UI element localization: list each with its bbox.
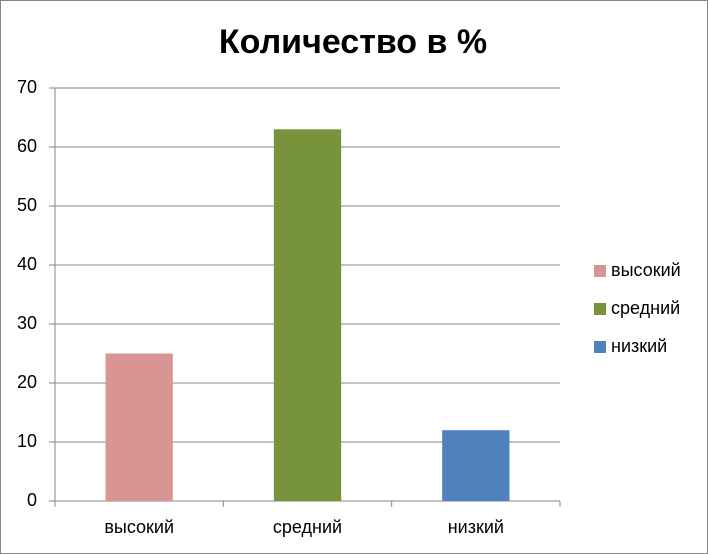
legend-swatch xyxy=(594,265,606,277)
legend-label: низкий xyxy=(611,336,667,356)
y-tick-label: 60 xyxy=(17,136,37,156)
y-tick-label: 0 xyxy=(27,490,37,510)
bar xyxy=(105,353,173,501)
legend-label: высокий xyxy=(611,260,681,280)
legend-swatch xyxy=(594,303,606,315)
chart-title: Количество в % xyxy=(219,23,487,61)
y-tick-label: 40 xyxy=(17,254,37,274)
x-tick-label: средний xyxy=(273,517,342,537)
x-tick-label: высокий xyxy=(104,517,174,537)
y-tick-label: 50 xyxy=(17,195,37,215)
bar xyxy=(442,430,510,501)
x-tick-label: низкий xyxy=(448,517,504,537)
bar xyxy=(273,129,342,502)
y-tick-label: 20 xyxy=(17,372,37,392)
legend-label: средний xyxy=(611,298,680,318)
legend-swatch xyxy=(594,341,606,353)
y-tick-label: 10 xyxy=(17,431,37,451)
y-tick-label: 70 xyxy=(17,77,37,97)
y-tick-label: 30 xyxy=(17,313,37,333)
